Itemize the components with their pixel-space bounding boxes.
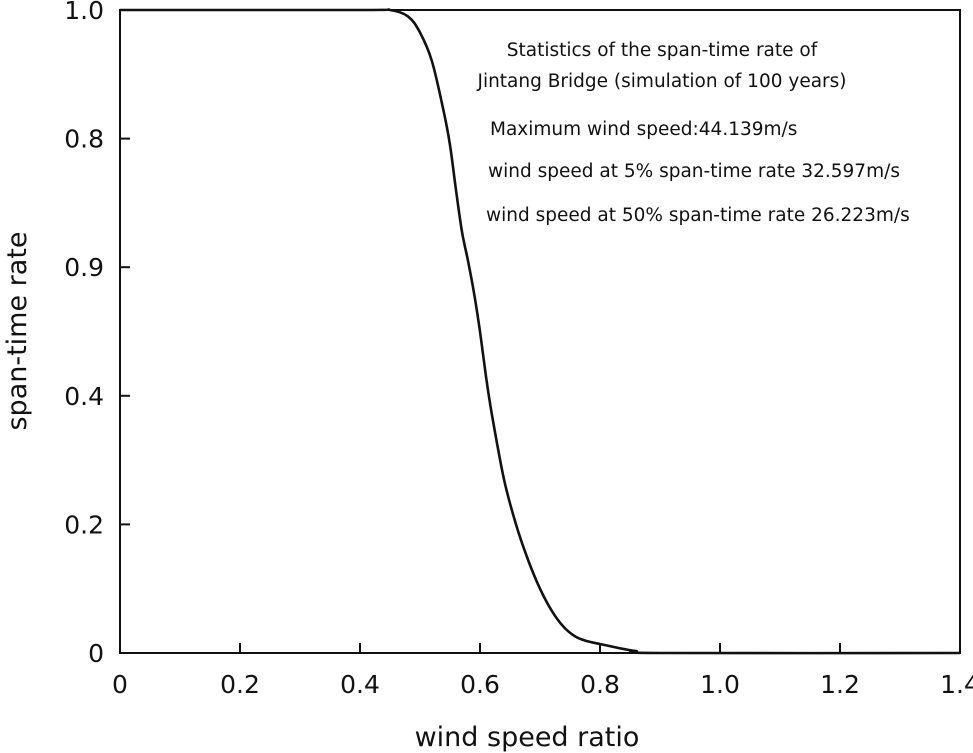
y-tick-label: 0: [88, 639, 104, 668]
x-axis-title: wind speed ratio: [415, 722, 640, 753]
plot-frame: [119, 9, 961, 654]
x-ticks: 0 0.2 0.4 0.6 0.8 1.0 1.2 1.4: [112, 643, 973, 699]
y-axis-title: span-time rate: [2, 231, 33, 430]
series-line-0: [119, 8, 961, 655]
annotation-5pct-wind-speed: wind speed at 5% span-time rate 32.597m/…: [488, 161, 900, 182]
y-tick-label: 0.9: [64, 253, 104, 282]
annotation-title-line-2: Jintang Bridge (simulation of 100 years): [476, 71, 846, 92]
y-tick-label: 0.4: [64, 382, 104, 411]
annotation-50pct-wind-speed: wind speed at 50% span-time rate 26.223m…: [486, 205, 910, 226]
x-tick-label: 0.4: [340, 670, 380, 699]
x-tick-label: 0.6: [460, 670, 500, 699]
x-tick-label: 0: [112, 670, 128, 699]
y-ticks: 0 0.2 0.4 0.9 0.8 1.0: [64, 0, 130, 668]
y-tick-label: 0.8: [64, 125, 104, 154]
x-tick-label: 0.8: [580, 670, 620, 699]
series-layer: [119, 8, 961, 655]
annotation-max-wind-speed: Maximum wind speed:44.139m/s: [490, 119, 797, 140]
x-tick-label: 1.0: [700, 670, 740, 699]
annotation-block: Statistics of the span-time rate of Jint…: [476, 40, 909, 226]
x-tick-label: 0.2: [220, 670, 260, 699]
x-tick-label: 1.4: [940, 670, 973, 699]
annotation-title-line-1: Statistics of the span-time rate of: [507, 40, 818, 61]
y-tick-label: 1.0: [64, 0, 104, 25]
x-tick-label: 1.2: [820, 670, 860, 699]
y-tick-label: 0.2: [64, 510, 104, 539]
